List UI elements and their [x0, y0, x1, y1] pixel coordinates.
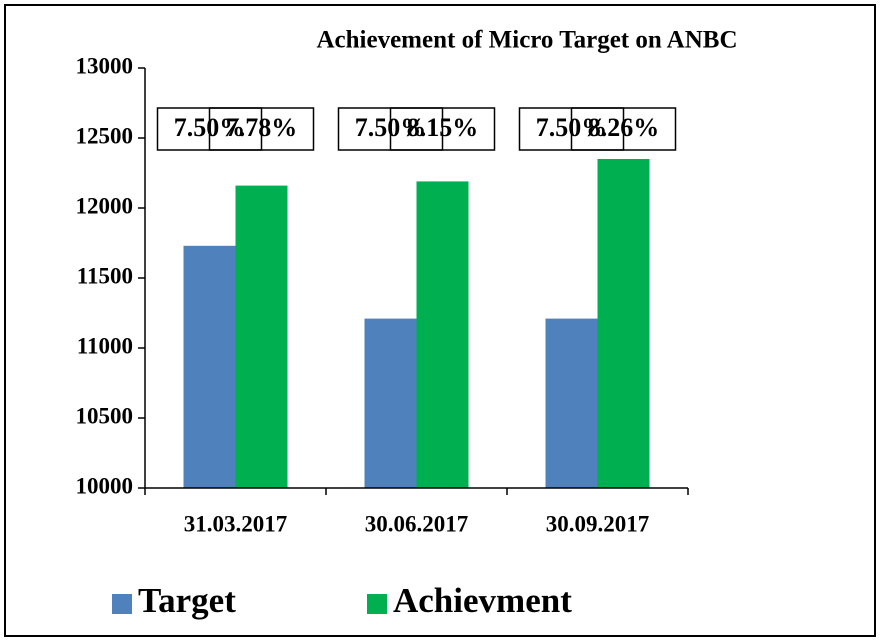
x-tick-label: 31.03.2017: [184, 511, 288, 536]
y-tick-label: 11000: [77, 333, 133, 358]
annotation: 8.26%: [588, 113, 660, 142]
legend-swatch: [112, 594, 132, 614]
y-tick-label: 12500: [76, 123, 134, 148]
annotation-box: [208, 107, 315, 151]
legend-label: Achievment: [393, 581, 572, 620]
legend-swatch: [367, 594, 387, 614]
bar: [416, 181, 469, 488]
x-tick-label: 30.09.2017: [546, 511, 650, 536]
annotation: 7.78%: [226, 113, 298, 142]
bar: [597, 159, 650, 488]
y-tick-label: 10500: [76, 403, 134, 428]
annotation-box: [570, 107, 677, 151]
y-tick-label: 11500: [77, 263, 133, 288]
bar: [545, 318, 598, 488]
y-tick-label: 13000: [76, 53, 134, 78]
bar: [364, 318, 417, 488]
y-tick-label: 10000: [76, 473, 134, 498]
bar: [183, 245, 236, 488]
x-tick-label: 30.06.2017: [365, 511, 469, 536]
bar: [235, 185, 288, 488]
annotation: 8.15%: [407, 113, 479, 142]
annotation-box: [389, 107, 496, 151]
y-tick-label: 12000: [76, 193, 134, 218]
legend-label: Target: [138, 581, 236, 620]
chart-title: Achievement of Micro Target on ANBC: [316, 27, 737, 54]
